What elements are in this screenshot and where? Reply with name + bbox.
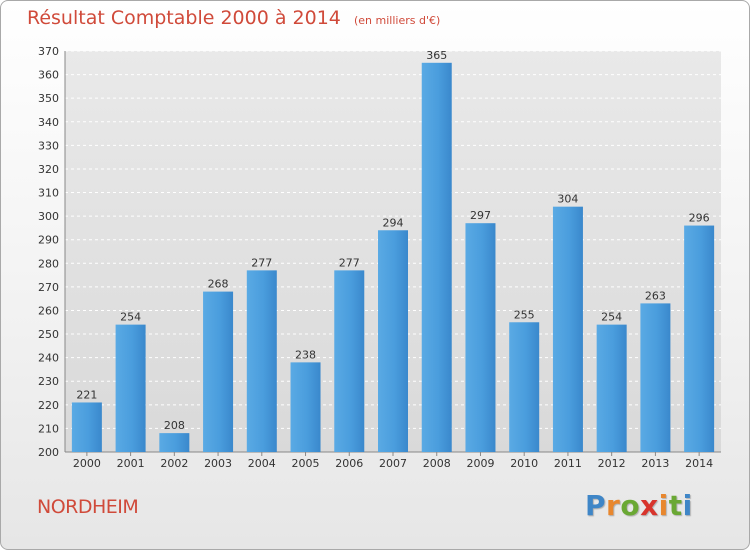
bar bbox=[552, 206, 583, 452]
y-tick-label: 220 bbox=[38, 399, 59, 412]
data-label: 297 bbox=[470, 209, 491, 222]
logo-letter: i bbox=[682, 489, 693, 522]
logo-letter: x bbox=[640, 489, 659, 522]
bar bbox=[334, 270, 365, 452]
chart-subtitle: (en milliers d'€) bbox=[353, 14, 441, 27]
x-tick-label: 2011 bbox=[554, 457, 582, 470]
y-tick-label: 210 bbox=[38, 422, 59, 435]
logo-letter: P bbox=[585, 489, 607, 522]
y-tick-label: 250 bbox=[38, 328, 59, 341]
y-tick-label: 240 bbox=[38, 352, 59, 365]
bar bbox=[246, 270, 277, 452]
x-tick-label: 2008 bbox=[423, 457, 451, 470]
x-tick-label: 2005 bbox=[292, 457, 320, 470]
bar bbox=[509, 322, 540, 452]
y-tick-label: 350 bbox=[38, 92, 59, 105]
logo-letter: t bbox=[668, 489, 683, 522]
x-tick-label: 2010 bbox=[510, 457, 538, 470]
bar bbox=[71, 402, 102, 452]
bar bbox=[115, 324, 146, 452]
bar bbox=[596, 324, 627, 452]
x-tick-label: 2014 bbox=[685, 457, 713, 470]
y-tick-label: 300 bbox=[38, 210, 59, 223]
data-label: 238 bbox=[295, 348, 316, 361]
logo-letter: r bbox=[606, 489, 621, 522]
data-label: 277 bbox=[251, 256, 272, 269]
data-label: 254 bbox=[120, 311, 141, 324]
data-label: 268 bbox=[208, 278, 229, 291]
logo-letter: o bbox=[620, 489, 641, 522]
chart-title: Résultat Comptable 2000 à 2014 bbox=[27, 7, 341, 29]
data-label: 277 bbox=[339, 256, 360, 269]
x-tick-label: 2004 bbox=[248, 457, 276, 470]
x-tick-label: 2013 bbox=[641, 457, 669, 470]
y-tick-label: 310 bbox=[38, 187, 59, 200]
bar bbox=[640, 303, 671, 452]
data-label: 208 bbox=[164, 419, 185, 432]
y-tick-label: 340 bbox=[38, 116, 59, 129]
y-tick-label: 360 bbox=[38, 69, 59, 82]
data-label: 294 bbox=[383, 216, 404, 229]
logo-letter: i bbox=[658, 489, 669, 522]
data-label: 296 bbox=[689, 212, 710, 225]
x-tick-label: 2001 bbox=[117, 457, 145, 470]
bar bbox=[378, 230, 408, 452]
y-tick-label: 230 bbox=[38, 375, 59, 388]
data-label: 254 bbox=[601, 311, 622, 324]
x-tick-label: 2009 bbox=[466, 457, 494, 470]
title-row: Résultat Comptable 2000 à 2014 (en milli… bbox=[27, 7, 440, 29]
bar bbox=[465, 223, 496, 452]
x-tick-label: 2002 bbox=[160, 457, 188, 470]
y-tick-label: 330 bbox=[38, 139, 59, 152]
y-tick-label: 320 bbox=[38, 163, 59, 176]
x-tick-label: 2000 bbox=[73, 457, 101, 470]
bar bbox=[159, 433, 190, 452]
y-tick-label: 260 bbox=[38, 304, 59, 317]
x-tick-label: 2012 bbox=[598, 457, 626, 470]
proxiti-logo: Proxiti bbox=[585, 489, 693, 522]
data-label: 255 bbox=[514, 308, 535, 321]
x-tick-label: 2007 bbox=[379, 457, 407, 470]
data-label: 221 bbox=[76, 388, 97, 401]
y-tick-label: 280 bbox=[38, 257, 59, 270]
bar bbox=[290, 362, 321, 452]
y-tick-label: 270 bbox=[38, 281, 59, 294]
y-tick-label: 370 bbox=[38, 45, 59, 58]
data-label: 304 bbox=[557, 193, 578, 206]
x-tick-label: 2006 bbox=[335, 457, 363, 470]
bar bbox=[203, 291, 234, 452]
data-label: 263 bbox=[645, 289, 666, 302]
y-tick-label: 200 bbox=[38, 446, 59, 459]
place-name: NORDHEIM bbox=[37, 496, 139, 518]
y-tick-label: 290 bbox=[38, 234, 59, 247]
bar bbox=[421, 62, 452, 452]
bar bbox=[684, 225, 715, 452]
x-tick-label: 2003 bbox=[204, 457, 232, 470]
data-label: 365 bbox=[426, 49, 447, 62]
